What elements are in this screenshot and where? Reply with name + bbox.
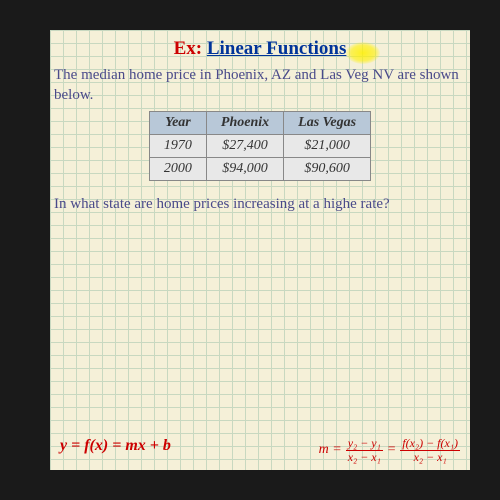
- col-vegas: Las Vegas: [284, 112, 371, 135]
- question-text: In what state are home prices increasing…: [50, 181, 470, 215]
- intro-text: The median home price in Phoenix, AZ and…: [50, 60, 470, 105]
- table-row: 2000 $94,000 $90,600: [149, 158, 370, 181]
- col-year: Year: [149, 112, 206, 135]
- title-ex: Ex:: [174, 38, 203, 59]
- fraction-1: y₂ − y₁ x₂ − x₁: [346, 437, 383, 464]
- fraction-2: f(x₂) − f(x₁) x₂ − x₁: [400, 437, 460, 464]
- table-row: 1970 $27,400 $21,000: [149, 135, 370, 158]
- grid-canvas: Ex: Linear Functions The median home pri…: [50, 30, 470, 470]
- formula-row: y = f(x) = mx + b m = y₂ − y₁ x₂ − x₁ = …: [50, 437, 470, 464]
- formula-linear: y = f(x) = mx + b: [60, 437, 171, 464]
- col-phoenix: Phoenix: [206, 112, 283, 135]
- price-table-wrap: Year Phoenix Las Vegas 1970 $27,400 $21,…: [50, 111, 470, 181]
- price-table: Year Phoenix Las Vegas 1970 $27,400 $21,…: [149, 111, 371, 181]
- title-main: Linear Functions: [207, 38, 347, 59]
- title: Ex: Linear Functions: [50, 30, 470, 60]
- formula-slope: m = y₂ − y₁ x₂ − x₁ = f(x₂) − f(x₁) x₂ −…: [319, 437, 460, 464]
- table-header-row: Year Phoenix Las Vegas: [149, 112, 370, 135]
